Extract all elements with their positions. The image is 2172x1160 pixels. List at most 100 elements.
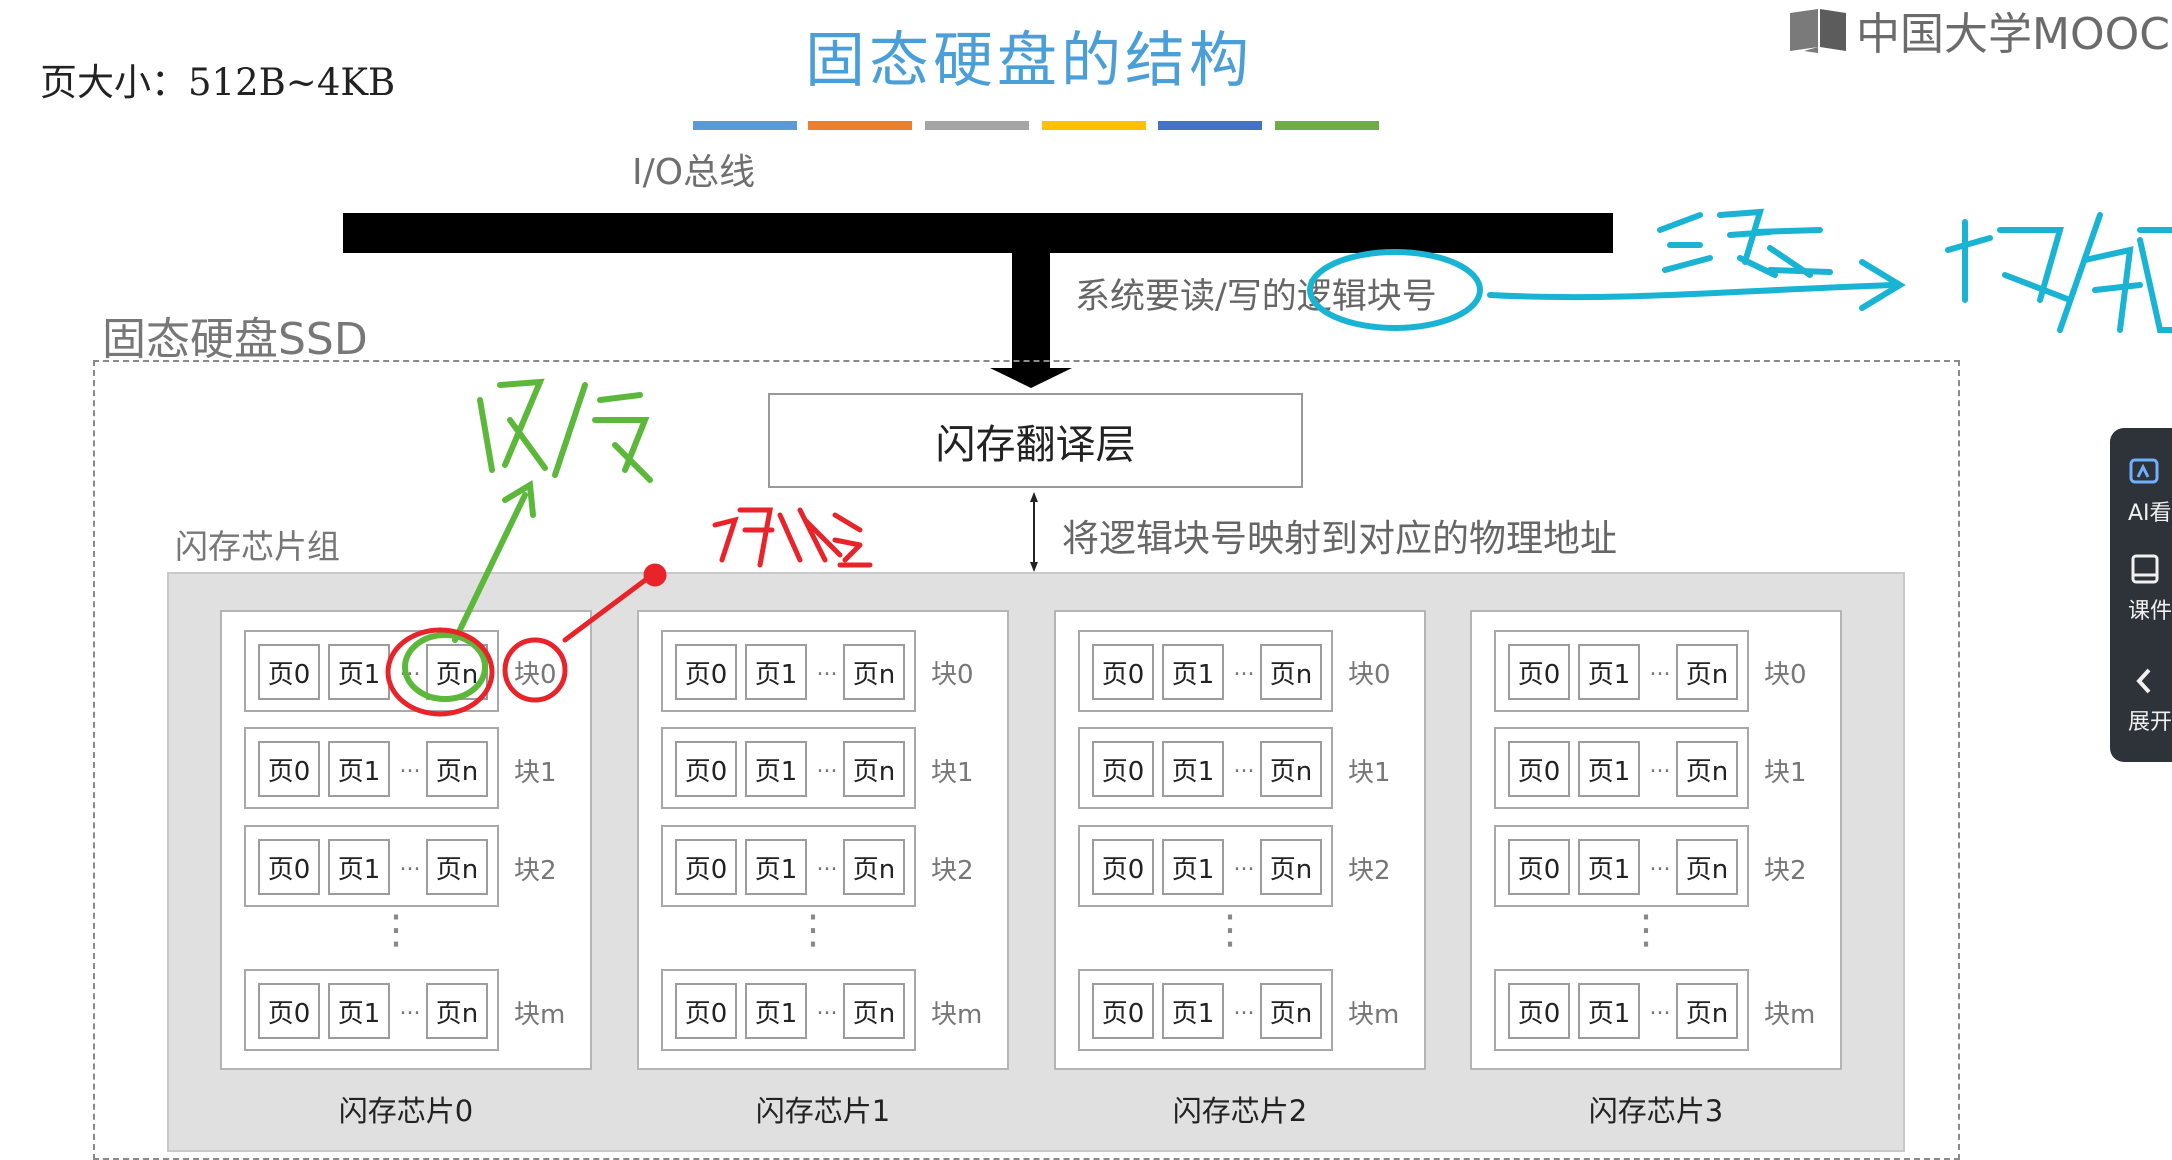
page-n: 页n	[843, 644, 905, 700]
page-n: 页n	[1676, 741, 1738, 797]
ftl-label: 闪存翻译层	[935, 421, 1136, 468]
page-n: 页n	[426, 839, 488, 895]
handwriting-block	[1945, 219, 2073, 303]
mapping-label: 将逻辑块号映射到对应的物理地址	[1062, 517, 1617, 560]
side-item-label: 课件	[2128, 599, 2172, 624]
flash-block: 页0 页1 页n...	[661, 969, 916, 1051]
page-0: 页0	[258, 983, 320, 1039]
block-label: 块0	[931, 660, 974, 690]
page-ellipsis: ...	[399, 656, 421, 681]
cyan-arrow-line	[1487, 282, 1898, 301]
side-item-ai[interactable]: AI看	[2128, 455, 2172, 527]
flash-block: 页0 页1 页n...	[1494, 969, 1749, 1051]
page-1: 页1	[328, 983, 390, 1039]
page-1: 页1	[1162, 839, 1224, 895]
page-1: 页1	[328, 839, 390, 895]
side-item-courseware[interactable]: 课件	[2128, 553, 2172, 625]
flash-chip: 页0 页1 页n... 块0 页0 页1 页n... 块1 页0 页1 页n... 块2 页0 页1 页n.…	[1054, 610, 1426, 1070]
courseware-icon	[2131, 554, 2159, 584]
page-0: 页0	[1508, 839, 1570, 895]
page-0: 页0	[258, 644, 320, 700]
page-ellipsis: ...	[1649, 851, 1671, 876]
page-n: 页n	[1260, 839, 1322, 895]
page-n: 页n	[426, 644, 488, 700]
flash-block: 页0 页1 页n...	[1078, 630, 1333, 712]
page-size-text: 页大小：512B~4KB	[40, 61, 396, 104]
flash-block: 页0 页1 页n...	[1078, 727, 1333, 809]
flash-block: 页0 页1 页n...	[661, 630, 916, 712]
logo-book-icon	[1788, 7, 1848, 53]
flash-block: 页0 页1 页n...	[244, 630, 499, 712]
page-0: 页0	[1508, 644, 1570, 700]
page-ellipsis: ...	[1233, 995, 1255, 1020]
page-1: 页1	[1162, 741, 1224, 797]
page-1: 页1	[1578, 644, 1640, 700]
page-1: 页1	[1578, 983, 1640, 1039]
flash-block: 页0 页1 页n...	[1494, 630, 1749, 712]
page-1: 页1	[745, 839, 807, 895]
page-ellipsis: ...	[816, 753, 838, 778]
page-0: 页0	[1092, 983, 1154, 1039]
request-label: 系统要读/写的逻辑块号	[1075, 277, 1437, 317]
page-ellipsis: ...	[399, 753, 421, 778]
block-label: 块m	[931, 1000, 983, 1030]
page-ellipsis: ...	[1649, 656, 1671, 681]
color-bar-segment	[1042, 121, 1146, 130]
block-label: 块2	[931, 856, 974, 886]
flash-chip: 页0 页1 页n... 块0 页0 页1 页n... 块1 页0 页1 页n... 块2 页0 页1 页n.…	[637, 610, 1009, 1070]
color-bar-segment	[1158, 121, 1262, 130]
flash-block: 页0 页1 页n...	[661, 825, 916, 907]
block-vertical-ellipsis: ⋮	[376, 907, 416, 953]
page-1: 页1	[1162, 983, 1224, 1039]
page-n: 页n	[1676, 839, 1738, 895]
block-label: 块0	[514, 660, 557, 690]
page-0: 页0	[1092, 644, 1154, 700]
page-1: 页1	[1578, 839, 1640, 895]
page-1: 页1	[745, 741, 807, 797]
page-n: 页n	[843, 741, 905, 797]
logo-text: 中国大学MOOC	[1856, 9, 2170, 60]
page-0: 页0	[1508, 741, 1570, 797]
page-n: 页n	[1676, 983, 1738, 1039]
page-0: 页0	[675, 839, 737, 895]
cyan-arrow-head	[1859, 259, 1906, 311]
page-ellipsis: ...	[816, 995, 838, 1020]
chip-label: 闪存芯片2	[1172, 1094, 1308, 1128]
page-n: 页n	[843, 983, 905, 1039]
page-0: 页0	[258, 839, 320, 895]
bus-connector	[1012, 213, 1050, 378]
flash-block: 页0 页1 页n...	[244, 825, 499, 907]
ai-icon	[2129, 458, 2159, 484]
block-label: 块2	[1764, 856, 1807, 886]
page-n: 页n	[1676, 644, 1738, 700]
block-label: 块m	[1764, 1000, 1816, 1030]
handwriting-cidisk-2	[1752, 227, 1833, 278]
block-label: 块m	[514, 1000, 566, 1030]
page-ellipsis: ...	[1233, 851, 1255, 876]
page-1: 页1	[745, 983, 807, 1039]
block-label: 块2	[1348, 856, 1391, 886]
color-bar-segment	[1275, 121, 1379, 130]
block-label: 块0	[1348, 660, 1391, 690]
page-1: 页1	[328, 741, 390, 797]
chip-label: 闪存芯片3	[1588, 1094, 1724, 1128]
block-label: 块m	[1348, 1000, 1400, 1030]
page-0: 页0	[1508, 983, 1570, 1039]
flash-block: 页0 页1 页n...	[244, 727, 499, 809]
flash-block: 页0 页1 页n...	[1078, 969, 1333, 1051]
page-n: 页n	[1260, 983, 1322, 1039]
side-item-label: 展开	[2128, 710, 2172, 735]
page-1: 页1	[1578, 741, 1640, 797]
block-label: 块1	[931, 758, 974, 788]
page-0: 页0	[675, 644, 737, 700]
block-vertical-ellipsis: ⋮	[793, 907, 833, 953]
side-item-expand[interactable]: 展开	[2128, 664, 2172, 736]
handwriting-sector	[2082, 227, 2172, 333]
page-0: 页0	[675, 741, 737, 797]
page-0: 页0	[675, 983, 737, 1039]
block-vertical-ellipsis: ⋮	[1626, 907, 1666, 953]
chip-label: 闪存芯片1	[755, 1094, 891, 1128]
io-bus	[343, 213, 1613, 253]
mapping-arrow-icon	[1030, 492, 1038, 572]
page-1: 页1	[1162, 644, 1224, 700]
